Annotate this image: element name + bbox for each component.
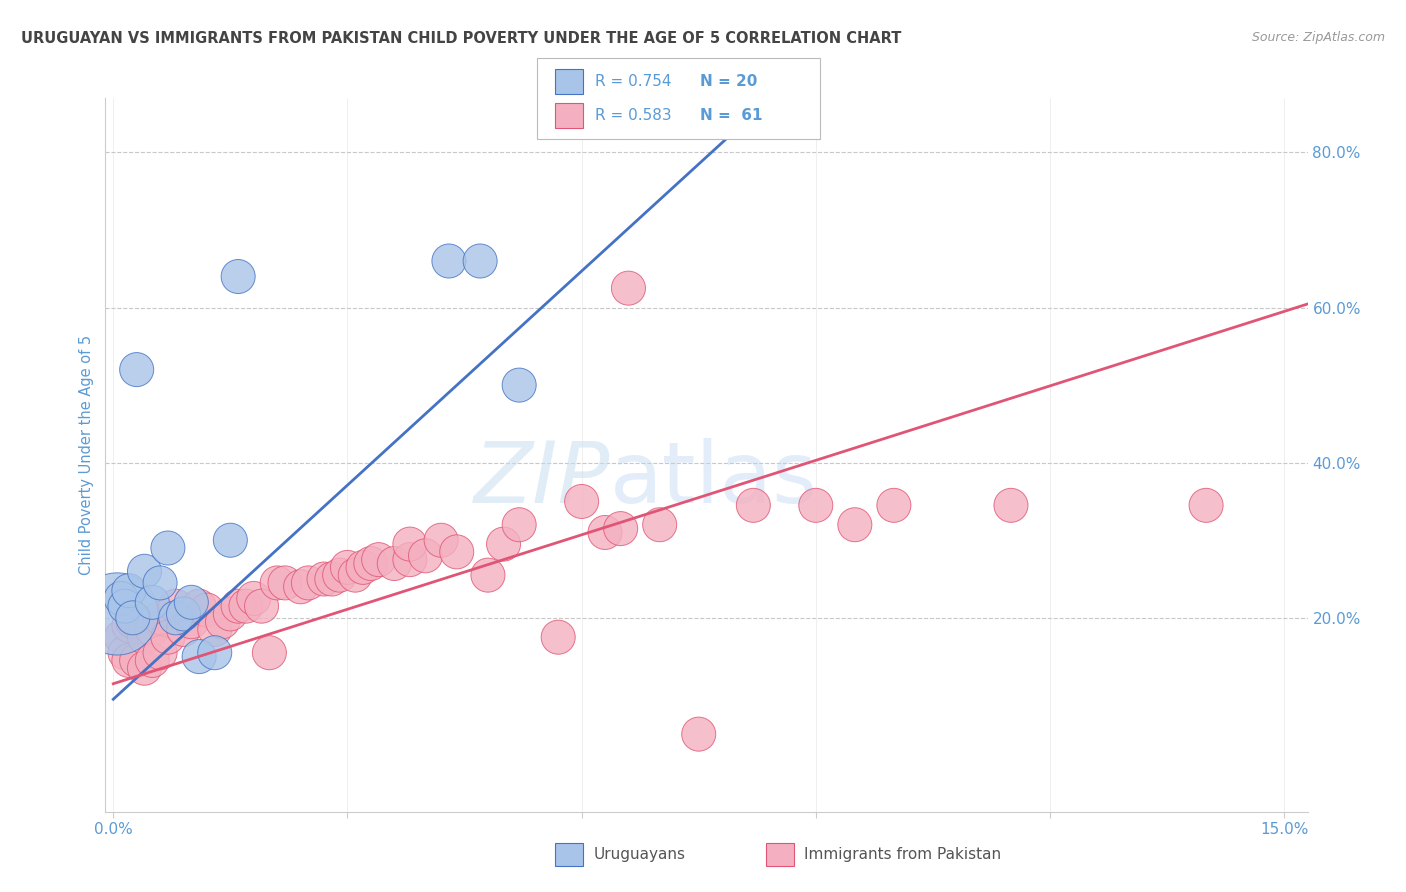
Point [266, 575, 288, 590]
Point [508, 378, 530, 392]
Text: Source: ZipAtlas.com: Source: ZipAtlas.com [1251, 31, 1385, 45]
Point [149, 646, 172, 660]
Point [188, 599, 211, 614]
Text: Uruguayans: Uruguayans [593, 847, 685, 862]
Point [226, 599, 249, 614]
Point [883, 499, 905, 513]
Point [321, 572, 343, 586]
Point [134, 564, 156, 578]
Point [382, 557, 405, 571]
Point [609, 522, 631, 536]
Point [344, 568, 367, 582]
Point [118, 653, 141, 667]
Text: N =  61: N = 61 [700, 109, 762, 123]
Point [360, 557, 382, 571]
Point [446, 545, 468, 559]
Point [219, 607, 242, 621]
Point [180, 615, 202, 629]
Point [367, 552, 389, 566]
Point [617, 281, 640, 295]
Point [118, 583, 141, 598]
Point [329, 568, 352, 582]
Point [141, 623, 163, 637]
Point [173, 607, 195, 621]
Point [508, 517, 530, 532]
Point [259, 646, 281, 660]
Point [235, 599, 257, 614]
Point [399, 537, 422, 551]
Point [1000, 499, 1022, 513]
Point [149, 575, 172, 590]
Point [219, 533, 242, 548]
Point [547, 630, 569, 644]
Point [141, 653, 163, 667]
Text: Immigrants from Pakistan: Immigrants from Pakistan [804, 847, 1001, 862]
Point [492, 537, 515, 551]
Point [125, 615, 148, 629]
Point [477, 568, 499, 582]
Point [110, 591, 132, 606]
Point [250, 599, 273, 614]
Point [188, 649, 211, 664]
Point [114, 646, 136, 660]
Point [114, 599, 136, 614]
Point [195, 603, 218, 617]
Point [415, 549, 437, 563]
Point [125, 653, 148, 667]
Point [274, 575, 297, 590]
Text: ZIP: ZIP [474, 438, 610, 522]
Point [204, 623, 226, 637]
Point [211, 615, 233, 629]
Text: R = 0.583: R = 0.583 [595, 109, 671, 123]
Point [121, 611, 143, 625]
Point [125, 362, 148, 376]
Point [742, 499, 765, 513]
Point [134, 630, 156, 644]
Point [571, 494, 593, 508]
Point [180, 595, 202, 609]
Point [173, 623, 195, 637]
Point [156, 630, 179, 644]
Point [290, 580, 312, 594]
Point [593, 525, 616, 540]
Point [1195, 499, 1218, 513]
Point [149, 611, 172, 625]
Point [804, 499, 827, 513]
Point [165, 611, 187, 625]
Point [134, 661, 156, 675]
Point [648, 517, 671, 532]
Text: R = 0.754: R = 0.754 [595, 74, 671, 88]
Point [312, 572, 335, 586]
Text: atlas: atlas [610, 438, 818, 522]
Point [110, 630, 132, 644]
Point [336, 560, 359, 574]
Point [118, 618, 141, 632]
Point [688, 727, 710, 741]
Point [844, 517, 866, 532]
Point [352, 560, 374, 574]
Point [204, 646, 226, 660]
Text: N = 20: N = 20 [700, 74, 758, 88]
Point [437, 254, 460, 268]
Point [121, 615, 143, 629]
Point [297, 575, 319, 590]
Point [141, 595, 163, 609]
Text: URUGUAYAN VS IMMIGRANTS FROM PAKISTAN CHILD POVERTY UNDER THE AGE OF 5 CORRELATI: URUGUAYAN VS IMMIGRANTS FROM PAKISTAN CH… [21, 31, 901, 46]
Y-axis label: Child Poverty Under the Age of 5: Child Poverty Under the Age of 5 [79, 334, 94, 575]
Point [105, 607, 128, 621]
Point [242, 591, 264, 606]
Point [226, 269, 249, 284]
Point [156, 541, 179, 555]
Point [165, 599, 187, 614]
Point [430, 533, 453, 548]
Point [399, 552, 422, 566]
Point [468, 254, 491, 268]
